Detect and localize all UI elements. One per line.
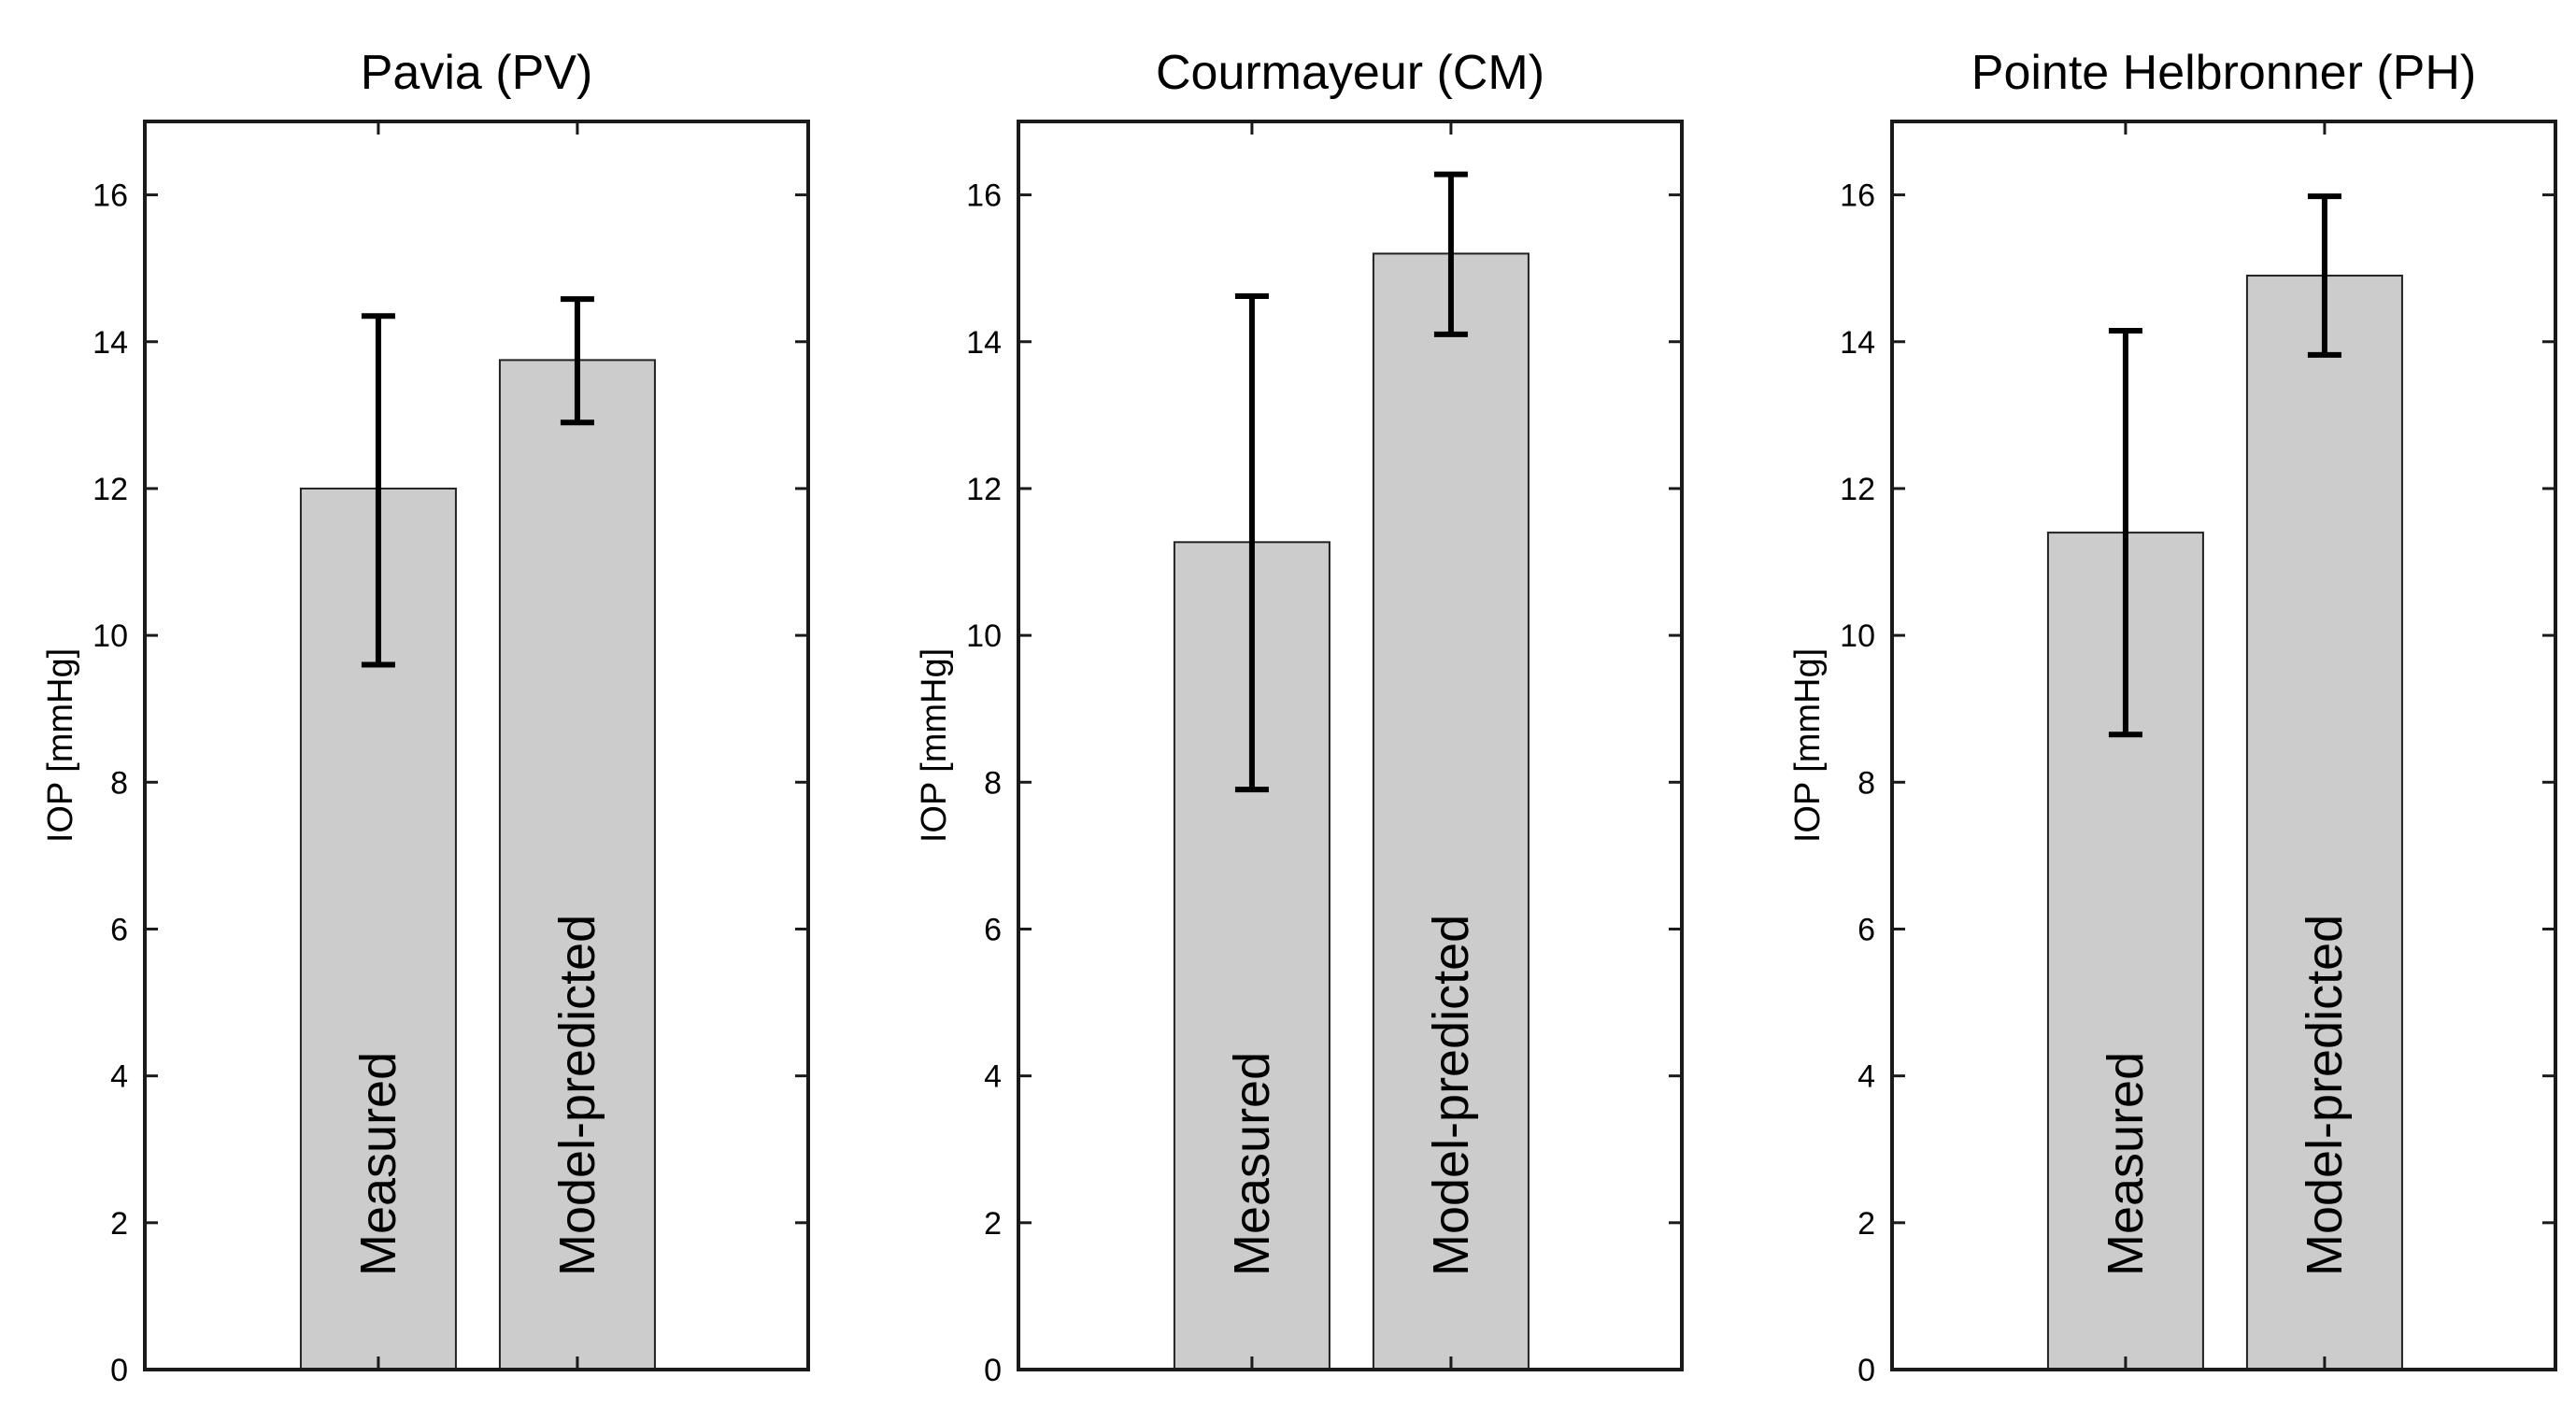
panel-2-ytick-label-1: 2 xyxy=(984,1206,1002,1242)
panel-2-ytick-label-7: 14 xyxy=(966,325,1002,361)
panel-2-ytick-label-8: 16 xyxy=(966,178,1002,214)
panel-1-title: Pavia (PV) xyxy=(361,46,593,100)
panel-2-ytick-label-4: 8 xyxy=(984,765,1002,801)
panel-3-ytick-label-2: 4 xyxy=(1857,1059,1875,1095)
panel-1-axes-frame xyxy=(143,120,810,1371)
panel-1-ylabel: IOP [mmHg] xyxy=(41,648,80,843)
panel-3-ytick-label-4: 8 xyxy=(1857,765,1875,801)
panel-1-ytick-label-5: 10 xyxy=(93,618,128,654)
panel-1-ytick-label-0: 0 xyxy=(110,1353,128,1388)
panel-3-ytick-label-3: 6 xyxy=(1857,912,1875,947)
panel-1-ytick-label-3: 6 xyxy=(110,912,128,947)
panel-2-bar-2 xyxy=(1372,252,1530,1370)
panel-1-bar-label-2: Model-predicted xyxy=(549,915,605,1276)
panel-1-ytick-label-6: 12 xyxy=(93,472,128,507)
panel-2-ytick-label-0: 0 xyxy=(984,1353,1002,1388)
panel-2-ytick-label-3: 6 xyxy=(984,912,1002,947)
panel-2-axes-frame xyxy=(1017,120,1684,1371)
panel-3-ytick-label-7: 14 xyxy=(1840,325,1875,361)
panel-2-title: Courmayeur (CM) xyxy=(1156,46,1544,100)
panel-1-ytick-label-1: 2 xyxy=(110,1206,128,1242)
panel-2-ylabel: IOP [mmHg] xyxy=(915,648,954,843)
panel-1-ytick-label-2: 4 xyxy=(110,1059,128,1095)
panel-1-bar-label-1: Measured xyxy=(350,1052,406,1276)
panel-1-ytick-label-7: 14 xyxy=(93,325,128,361)
panel-1-ytick-label-4: 8 xyxy=(110,765,128,801)
panel-3-ytick-label-6: 12 xyxy=(1840,472,1875,507)
panel-2-ytick-label-6: 12 xyxy=(966,472,1002,507)
panel-2-ytick-label-2: 4 xyxy=(984,1059,1002,1095)
panel-1-ytick-label-8: 16 xyxy=(93,178,128,214)
panel-2-bar-label-2: Model-predicted xyxy=(1423,915,1479,1276)
panel-2-bar-label-1: Measured xyxy=(1224,1052,1280,1276)
panel-3-title: Pointe Helbronner (PH) xyxy=(1971,46,2476,100)
panel-3-axes-frame xyxy=(1890,120,2557,1371)
panel-3-ytick-label-5: 10 xyxy=(1840,618,1875,654)
panel-3-ytick-label-0: 0 xyxy=(1857,1353,1875,1388)
panel-2-ytick-label-5: 10 xyxy=(966,618,1002,654)
panel-3-bar-label-1: Measured xyxy=(2098,1052,2154,1276)
panel-3-ylabel: IOP [mmHg] xyxy=(1788,648,1828,843)
panel-3-bar-label-2: Model-predicted xyxy=(2297,915,2353,1276)
panel-3-ytick-label-8: 16 xyxy=(1840,178,1875,214)
panel-3-ytick-label-1: 2 xyxy=(1857,1206,1875,1242)
panel-3-bar-2 xyxy=(2245,275,2403,1371)
